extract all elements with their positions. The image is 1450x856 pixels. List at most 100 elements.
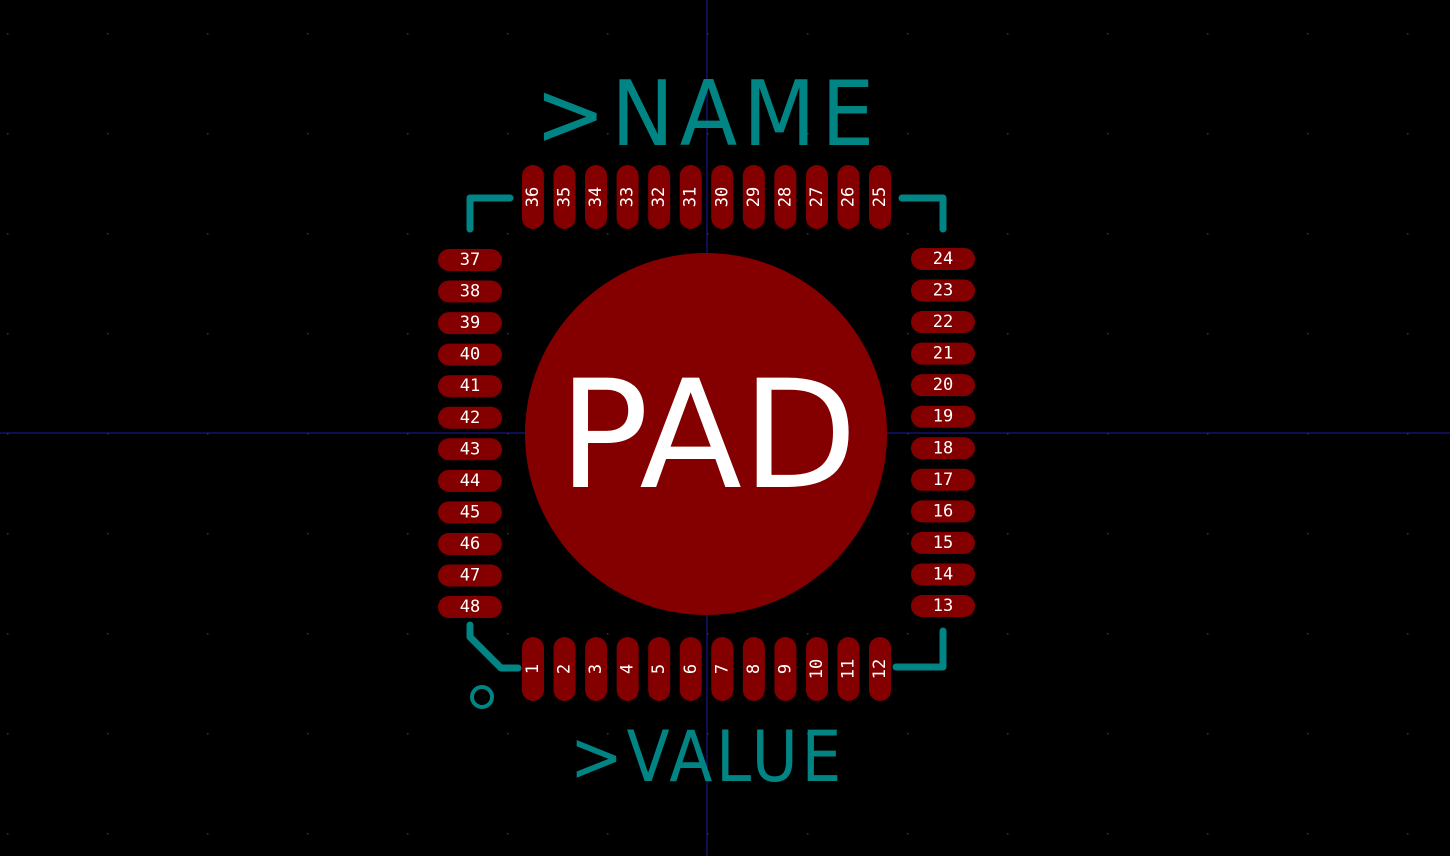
pad-21[interactable]: 21 bbox=[911, 342, 975, 365]
pad-number: 4 bbox=[618, 664, 638, 674]
pad-45[interactable]: 45 bbox=[438, 501, 502, 524]
grid-dot bbox=[1407, 633, 1409, 635]
pad-23[interactable]: 23 bbox=[911, 279, 975, 302]
grid-dot bbox=[107, 433, 109, 435]
pad-47[interactable]: 47 bbox=[438, 564, 502, 587]
exposed-pad-circle bbox=[525, 253, 887, 615]
pad-10[interactable]: 10 bbox=[805, 637, 828, 701]
silk-corner-top-right bbox=[898, 194, 947, 233]
pad-20[interactable]: 20 bbox=[911, 374, 975, 397]
pad-shape bbox=[553, 165, 576, 229]
grid-dot bbox=[407, 733, 409, 735]
pad-shape bbox=[805, 165, 828, 229]
grid-dot bbox=[907, 333, 909, 335]
pad-shape bbox=[742, 637, 765, 701]
pad-37[interactable]: 37 bbox=[438, 249, 502, 271]
grid-dot bbox=[7, 733, 9, 735]
pad-29[interactable]: 29 bbox=[742, 165, 765, 229]
pad-9[interactable]: 9 bbox=[774, 637, 797, 701]
pad-4[interactable]: 4 bbox=[616, 637, 639, 701]
pad-16[interactable]: 16 bbox=[911, 500, 975, 523]
pad-24[interactable]: 24 bbox=[911, 247, 975, 270]
pad-6[interactable]: 6 bbox=[679, 637, 702, 701]
pad-number: 30 bbox=[712, 187, 732, 207]
pad-number: 46 bbox=[460, 534, 480, 554]
grid-dot bbox=[1307, 233, 1309, 235]
pad-31[interactable]: 31 bbox=[679, 165, 702, 229]
pad-26[interactable]: 26 bbox=[837, 165, 860, 229]
pad-41[interactable]: 41 bbox=[438, 375, 502, 398]
pad-number: 29 bbox=[744, 187, 764, 207]
pad-42[interactable]: 42 bbox=[438, 406, 502, 429]
grid-dot bbox=[1007, 633, 1009, 635]
grid-dot bbox=[7, 433, 9, 435]
grid-dot bbox=[707, 233, 709, 235]
pad-14[interactable]: 14 bbox=[911, 563, 975, 586]
pad-number: 36 bbox=[523, 187, 543, 207]
pad-number: 23 bbox=[933, 281, 953, 301]
value-label[interactable]: >VALUE bbox=[570, 716, 845, 798]
pad-46[interactable]: 46 bbox=[438, 532, 502, 555]
pad-48[interactable]: 48 bbox=[438, 596, 502, 619]
grid-dot bbox=[1107, 333, 1109, 335]
pad-27[interactable]: 27 bbox=[805, 165, 828, 229]
pad-number: 41 bbox=[460, 376, 480, 396]
pad-36[interactable]: 36 bbox=[521, 165, 544, 229]
grid-dot bbox=[1307, 433, 1309, 435]
pad-28[interactable]: 28 bbox=[774, 165, 797, 229]
pad-12[interactable]: 12 bbox=[869, 637, 892, 701]
pad-25[interactable]: 25 bbox=[869, 165, 891, 229]
pad-34[interactable]: 34 bbox=[585, 165, 608, 229]
pad-13[interactable]: 13 bbox=[911, 595, 975, 617]
pad-39[interactable]: 39 bbox=[438, 312, 502, 335]
grid-dot bbox=[1307, 133, 1309, 135]
pad-33[interactable]: 33 bbox=[616, 165, 639, 229]
pad-number: 48 bbox=[460, 597, 480, 617]
pad-32[interactable]: 32 bbox=[648, 165, 671, 229]
pad-3[interactable]: 3 bbox=[585, 637, 608, 701]
pad-shape bbox=[911, 468, 975, 491]
pad-15[interactable]: 15 bbox=[911, 531, 975, 554]
pad-43[interactable]: 43 bbox=[438, 438, 502, 461]
pad-number: 43 bbox=[460, 439, 480, 459]
pad-35[interactable]: 35 bbox=[553, 165, 576, 229]
pad-shape bbox=[805, 637, 828, 701]
grid-dot bbox=[7, 633, 9, 635]
pad-1[interactable]: 1 bbox=[522, 637, 544, 701]
pad-number: 40 bbox=[460, 345, 480, 365]
pad-array: 1 2 3 4 5 6 7 8 9 10 11 121314151617181920212223242… bbox=[438, 165, 975, 701]
pad-19[interactable]: 19 bbox=[911, 405, 975, 428]
pad-22[interactable]: 22 bbox=[911, 311, 975, 334]
pad-11[interactable]: 11 bbox=[837, 637, 860, 701]
grid-dot bbox=[1207, 33, 1209, 35]
exposed-pad[interactable]: PAD bbox=[525, 253, 887, 615]
grid-dot bbox=[907, 633, 909, 635]
pad-shape bbox=[438, 343, 502, 366]
pad-5[interactable]: 5 bbox=[648, 637, 671, 701]
pad-7[interactable]: 7 bbox=[711, 637, 734, 701]
pad-number: 10 bbox=[807, 659, 827, 679]
grid-dot bbox=[407, 333, 409, 335]
pad-number: 5 bbox=[649, 664, 669, 674]
name-label[interactable]: >NAME bbox=[535, 62, 880, 167]
grid-dot bbox=[907, 533, 909, 535]
grid-dot bbox=[407, 833, 409, 835]
pad-30[interactable]: 30 bbox=[711, 165, 734, 229]
pad-2[interactable]: 2 bbox=[553, 637, 576, 701]
pad-8[interactable]: 8 bbox=[742, 637, 765, 701]
pad-40[interactable]: 40 bbox=[438, 343, 502, 366]
pad-number: 9 bbox=[775, 664, 795, 674]
pad-number: 37 bbox=[460, 250, 480, 270]
pad-44[interactable]: 44 bbox=[438, 469, 502, 492]
pad-shape bbox=[648, 637, 671, 701]
pad-shape bbox=[911, 563, 975, 586]
pad-number: 6 bbox=[681, 664, 701, 674]
pad-38[interactable]: 38 bbox=[438, 280, 502, 303]
pad-17[interactable]: 17 bbox=[911, 468, 975, 491]
pad-18[interactable]: 18 bbox=[911, 437, 975, 460]
pad-shape bbox=[438, 596, 502, 619]
pad-shape bbox=[711, 637, 734, 701]
grid-dot bbox=[107, 333, 109, 335]
